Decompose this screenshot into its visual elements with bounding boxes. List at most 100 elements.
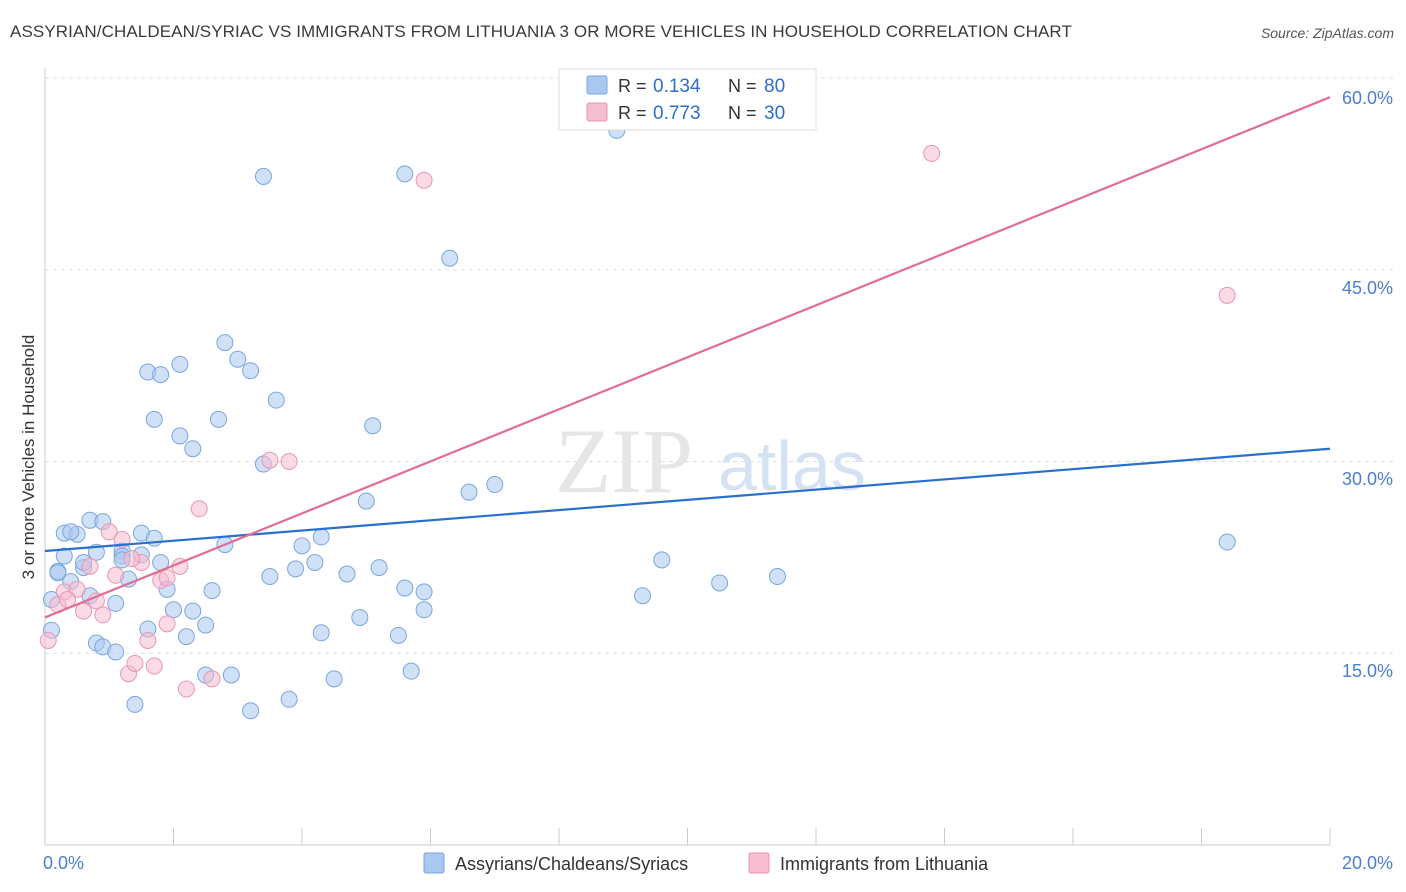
point-lithuania: [190, 500, 208, 518]
point-assyrians: [312, 624, 330, 642]
legend-swatch-pink: [586, 102, 608, 122]
point-lithuania: [126, 654, 144, 672]
point-lithuania: [107, 566, 125, 584]
point-assyrians: [62, 523, 80, 541]
legend-n-value: 30: [764, 103, 785, 124]
legend-r-value: 0.134: [653, 76, 701, 97]
legend-r-label: R =: [618, 76, 647, 96]
point-assyrians: [1218, 533, 1236, 551]
point-lithuania: [280, 453, 298, 470]
point-assyrians: [357, 492, 375, 510]
point-assyrians: [254, 167, 272, 185]
point-assyrians: [55, 547, 73, 565]
watermark-atlas: atlas: [718, 427, 866, 505]
point-assyrians: [325, 670, 343, 688]
legend-n-value: 80: [764, 76, 785, 97]
point-assyrians: [280, 690, 298, 708]
point-assyrians: [107, 643, 125, 661]
bottom-legend-label: Assyrians/Chaldeans/Syriacs: [455, 854, 688, 874]
trend-line-assyrians: [44, 447, 1331, 553]
y-axis-label: 3 or more Vehicles in Household: [19, 335, 38, 580]
point-assyrians: [171, 355, 189, 373]
bottom-legend-label: Immigrants from Lithuania: [780, 854, 989, 874]
point-lithuania: [177, 680, 195, 698]
point-assyrians: [653, 551, 671, 569]
point-lithuania: [100, 523, 118, 541]
point-lithuania: [145, 657, 163, 675]
point-assyrians: [415, 601, 433, 619]
point-assyrians: [209, 410, 227, 428]
y-tick-label: 60.0%: [1342, 88, 1393, 108]
point-lithuania: [123, 550, 141, 568]
point-assyrians: [351, 608, 369, 626]
point-lithuania: [1218, 286, 1236, 304]
point-lithuania: [923, 144, 941, 162]
legend-n-label: N =: [728, 76, 757, 96]
point-assyrians: [415, 583, 433, 601]
bottom-legend-swatch-blue: [423, 852, 445, 874]
bottom-legend-swatch-pink: [748, 852, 770, 874]
point-assyrians: [396, 579, 414, 597]
point-assyrians: [460, 483, 478, 501]
point-lithuania: [158, 569, 176, 587]
legend-r-label: R =: [618, 103, 647, 123]
point-assyrians: [486, 476, 504, 494]
trend-line-lithuania: [44, 96, 1331, 619]
series-lithuania-points: [39, 144, 1236, 698]
point-assyrians: [229, 350, 247, 368]
point-assyrians: [184, 440, 202, 458]
point-assyrians: [441, 249, 459, 267]
point-assyrians: [242, 702, 260, 720]
point-assyrians: [184, 602, 202, 620]
point-lithuania: [81, 557, 99, 575]
point-lithuania: [415, 171, 433, 189]
point-assyrians: [197, 616, 215, 634]
point-assyrians: [267, 391, 285, 409]
point-lithuania: [158, 615, 176, 633]
point-assyrians: [216, 334, 234, 352]
series-assyrians-points: [42, 121, 1236, 720]
point-assyrians: [203, 582, 221, 600]
bottom-legend: Assyrians/Chaldeans/Syriacs Immigrants f…: [423, 852, 989, 874]
chart-title: ASSYRIAN/CHALDEAN/SYRIAC VS IMMIGRANTS F…: [10, 22, 1072, 41]
point-assyrians: [49, 564, 67, 582]
watermark-zip: ZIP: [555, 410, 693, 512]
point-assyrians: [396, 165, 414, 183]
x-tick-label-min: 0.0%: [43, 853, 84, 873]
point-assyrians: [126, 695, 144, 713]
point-assyrians: [222, 666, 240, 684]
point-lithuania: [139, 631, 157, 649]
point-assyrians: [287, 560, 305, 578]
y-tick-label: 30.0%: [1342, 469, 1393, 489]
point-assyrians: [261, 568, 279, 586]
point-assyrians: [634, 587, 652, 605]
point-assyrians: [171, 427, 189, 445]
point-assyrians: [165, 601, 182, 619]
point-assyrians: [364, 417, 382, 435]
point-lithuania: [261, 451, 279, 469]
point-lithuania: [75, 602, 93, 620]
x-ticks: [44, 828, 1331, 845]
point-assyrians: [152, 366, 170, 384]
y-tick-label: 45.0%: [1342, 278, 1393, 298]
point-assyrians: [177, 628, 195, 646]
point-lithuania: [94, 606, 112, 624]
point-assyrians: [711, 574, 729, 592]
point-assyrians: [107, 594, 125, 612]
point-assyrians: [370, 559, 388, 577]
legend-swatch-blue: [586, 75, 608, 95]
point-assyrians: [306, 553, 324, 571]
legend-n-label: N =: [728, 103, 757, 123]
point-assyrians: [338, 565, 356, 583]
top-legend: R = 0.134 N = 80 R = 0.773 N = 30: [558, 68, 817, 131]
point-assyrians: [242, 362, 260, 380]
point-assyrians: [768, 568, 786, 586]
point-lithuania: [39, 631, 57, 649]
point-lithuania: [203, 670, 221, 688]
y-tick-label: 15.0%: [1342, 661, 1393, 681]
legend-r-value: 0.773: [653, 103, 701, 124]
x-tick-label-max: 20.0%: [1342, 853, 1393, 873]
source-label: Source: ZipAtlas.com: [1260, 25, 1394, 41]
point-assyrians: [389, 626, 407, 644]
